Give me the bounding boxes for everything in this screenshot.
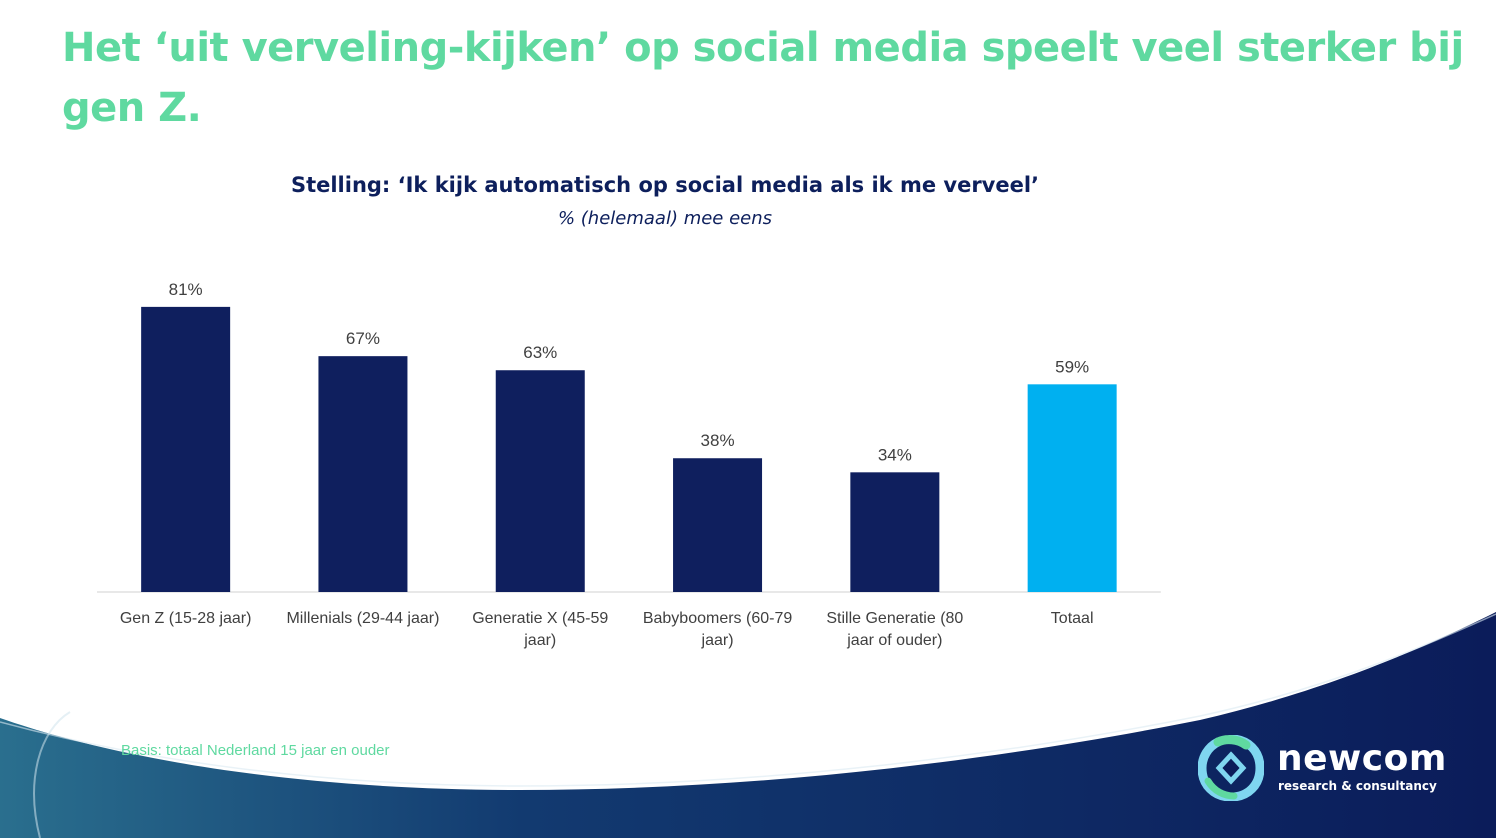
category-label-0: Gen Z (15-28 jaar) [120,610,252,627]
category-label-line: Millenials (29-44 jaar) [286,610,439,627]
value-label-4: 34% [878,445,912,464]
category-label-line: jaar) [523,632,556,649]
chart-title: Stelling: ‘Ik kijk automatisch op social… [290,173,1040,197]
category-label-2: Generatie X (45-59 jaar) [472,610,608,649]
bar-4 [850,472,940,592]
category-label-line: Stille Generatie (80 [826,610,963,627]
bar-5 [1027,384,1117,592]
value-label-3: 38% [701,431,735,450]
category-label-line: Totaal [1051,610,1094,627]
category-label-1: Millenials (29-44 jaar) [286,610,439,627]
chart-subtitle: % (helemaal) mee eens [557,208,773,229]
category-label-line: jaar of ouder) [846,632,942,649]
value-label-2: 63% [523,343,557,362]
bar-1 [318,356,408,592]
newcom-logo-icon [1198,735,1264,801]
bar-0 [141,306,231,592]
value-label-5: 59% [1055,357,1089,376]
category-label-line: Babyboomers (60-79 [643,610,793,627]
value-label-1: 67% [346,329,380,348]
logo-tagline: research & consultancy [1278,779,1437,793]
slide-title: Het ‘uit verveling-kijken’ op social med… [62,25,1464,131]
newcom-logo: newcom research & consultancy [1198,733,1458,813]
category-label-3: Babyboomers (60-79 jaar) [643,610,793,649]
category-label-line: Gen Z (15-28 jaar) [120,610,252,627]
category-label-5: Totaal [1051,610,1094,627]
bar-2 [495,370,585,592]
category-label-4: Stille Generatie (80 jaar of ouder) [826,610,963,649]
category-label-line: jaar) [701,632,734,649]
bar-3 [673,458,763,592]
basis-note: Basis: totaal Nederland 15 jaar en ouder [121,742,390,759]
logo-wordmark: newcom [1277,738,1447,779]
category-label-line: Generatie X (45-59 [472,610,608,627]
value-label-0: 81% [169,280,203,299]
